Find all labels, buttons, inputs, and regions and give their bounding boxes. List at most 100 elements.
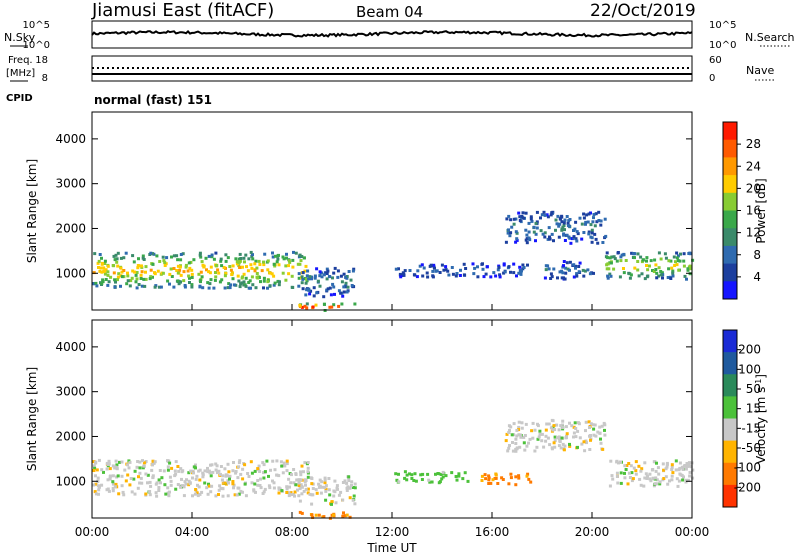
heatmap-cell xyxy=(524,238,528,242)
heatmap-cell xyxy=(258,263,262,266)
heatmap-cell xyxy=(208,271,212,275)
heatmap-cell xyxy=(654,469,658,473)
heatmap-cell xyxy=(676,484,680,488)
heatmap-cell xyxy=(291,265,295,269)
heatmap-cell xyxy=(587,232,591,236)
heatmap-cell xyxy=(572,425,576,429)
heatmap-cell xyxy=(420,478,424,481)
heatmap-cell xyxy=(176,279,180,283)
heatmap-cell xyxy=(323,481,327,485)
heatmap-cell xyxy=(102,470,105,474)
heatmap-cell xyxy=(300,511,304,515)
heatmap-cell xyxy=(538,429,542,433)
heatmap-cell xyxy=(494,472,498,476)
heatmap-cell xyxy=(665,461,669,465)
heatmap-cell xyxy=(413,273,417,277)
heatmap-cell xyxy=(630,471,634,475)
heatmap-cell xyxy=(271,479,274,483)
heatmap-cell xyxy=(669,259,673,263)
heatmap-cell xyxy=(615,460,619,464)
heatmap-cell xyxy=(560,436,564,440)
heatmap-cell xyxy=(285,459,289,463)
heatmap-cell xyxy=(332,271,336,275)
heatmap-cell xyxy=(93,252,97,256)
heatmap-cell xyxy=(277,474,281,478)
heatmap-cell xyxy=(592,271,595,275)
heatmap-cell xyxy=(687,461,691,465)
heatmap-cell xyxy=(275,473,279,477)
heatmap-cell xyxy=(330,502,333,506)
heatmap-cell xyxy=(332,494,336,498)
heatmap-cell xyxy=(562,448,566,452)
heatmap-cell xyxy=(188,276,191,280)
heatmap-cell xyxy=(645,256,649,260)
noise-trace xyxy=(91,29,693,38)
heatmap-cell xyxy=(243,283,247,287)
heatmap-cell xyxy=(192,465,196,469)
heatmap-cell xyxy=(489,275,493,279)
heatmap-cell xyxy=(120,275,124,279)
heatmap-cell xyxy=(131,269,135,273)
heatmap-cell xyxy=(440,477,444,481)
heatmap-cell xyxy=(297,284,301,288)
heatmap-cell xyxy=(210,253,214,257)
heatmap-cell xyxy=(130,490,134,494)
heatmap-cell xyxy=(263,487,267,491)
heatmap-cell xyxy=(256,467,260,471)
heatmap-cell xyxy=(240,281,244,285)
heatmap-cell xyxy=(290,473,293,477)
heatmap-cell xyxy=(226,286,230,290)
heatmap-cell xyxy=(548,237,552,241)
heatmap-cell xyxy=(655,276,659,280)
heatmap-cell xyxy=(187,261,191,265)
heatmap-cell xyxy=(115,260,119,264)
heatmap-cell xyxy=(576,232,580,236)
heatmap-cell xyxy=(584,429,587,433)
heatmap-cell xyxy=(136,486,140,490)
heatmap-cell xyxy=(198,284,202,288)
heatmap-cell xyxy=(678,259,682,263)
heatmap-cell xyxy=(207,286,211,290)
heatmap-cell xyxy=(563,444,567,448)
heatmap-cell xyxy=(133,469,137,473)
heatmap-cell xyxy=(661,276,664,280)
heatmap-cell xyxy=(268,284,272,288)
heatmap-cell xyxy=(111,489,115,493)
heatmap-cell xyxy=(572,263,576,267)
heatmap-cell xyxy=(116,474,120,478)
heatmap-cell xyxy=(166,491,170,495)
heatmap-cell xyxy=(675,477,679,481)
heatmap-cell xyxy=(153,285,157,289)
heatmap-cell xyxy=(178,265,182,269)
heatmap-cell xyxy=(598,431,602,435)
heatmap-cell xyxy=(226,494,230,498)
heatmap-cell xyxy=(157,478,161,482)
heatmap-cell xyxy=(564,271,568,275)
heatmap-cell xyxy=(223,467,227,471)
heatmap-cell xyxy=(156,269,160,273)
heatmap-cell xyxy=(122,256,126,260)
heatmap-cell xyxy=(512,217,516,221)
heatmap-cell xyxy=(583,269,587,273)
heatmap-cell xyxy=(134,280,138,284)
heatmap-cell xyxy=(578,436,582,440)
heatmap-cell xyxy=(562,260,566,263)
heatmap-cell xyxy=(589,422,593,426)
heatmap-cell xyxy=(582,440,586,444)
heatmap-cell xyxy=(544,434,548,438)
heatmap-cell xyxy=(268,486,272,490)
heatmap-cell xyxy=(540,213,544,217)
heatmap-cell xyxy=(682,259,686,263)
heatmap-cell xyxy=(163,483,167,487)
heatmap-cell xyxy=(671,271,675,275)
heatmap-cell xyxy=(446,269,450,273)
colorbar-tick-label: 8 xyxy=(753,248,761,262)
heatmap-cell xyxy=(189,469,193,473)
heatmap-cell xyxy=(674,459,678,463)
heatmap-cell xyxy=(507,265,511,269)
colorbar-tick-label: -100 xyxy=(734,461,761,475)
heatmap-cell xyxy=(226,256,230,260)
heatmap-cell xyxy=(630,251,634,255)
heatmap-cell xyxy=(139,273,143,277)
heatmap-cell xyxy=(311,487,315,490)
